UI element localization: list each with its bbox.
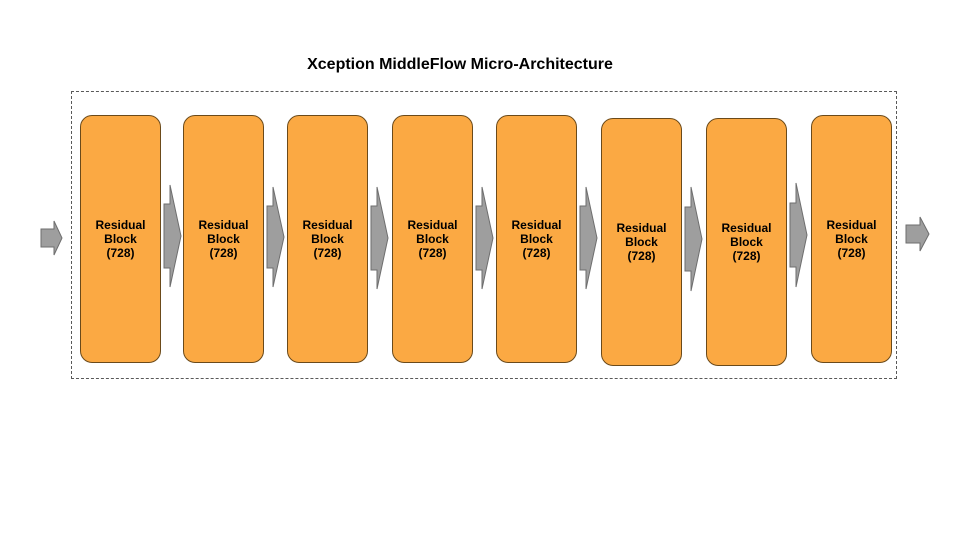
connector-arrow-2 — [266, 186, 285, 288]
block-label-line: Residual — [198, 218, 249, 232]
connector-arrow-6 — [684, 186, 703, 292]
block-label-line: (728) — [627, 249, 656, 263]
block-label-line: Block — [311, 232, 344, 246]
block-label-line: Residual — [302, 218, 353, 232]
block-label-line: (728) — [418, 246, 447, 260]
block-label-line: Residual — [826, 218, 877, 232]
block-label-line: Block — [104, 232, 137, 246]
diagram-title: Xception MiddleFlow Micro-Architecture — [307, 56, 613, 73]
block-label-line: Block — [416, 232, 449, 246]
connector-arrow-4 — [475, 186, 494, 290]
block-label-line: Block — [835, 232, 868, 246]
connector-arrow-1 — [163, 184, 182, 288]
block-label-line: (728) — [522, 246, 551, 260]
block-label-line: Residual — [721, 221, 772, 235]
block-label-line: (728) — [837, 246, 866, 260]
block-label-line: Block — [625, 235, 658, 249]
output-arrow — [905, 216, 930, 252]
block-label-line: Residual — [407, 218, 458, 232]
connector-arrow-7 — [789, 182, 808, 288]
residual-block-3: Residual Block (728) — [287, 115, 368, 363]
block-label-line: Block — [207, 232, 240, 246]
residual-block-6: Residual Block (728) — [601, 118, 682, 366]
residual-block-1: Residual Block (728) — [80, 115, 161, 363]
residual-block-2: Residual Block (728) — [183, 115, 264, 363]
block-label-line: Residual — [95, 218, 146, 232]
block-label-line: (728) — [209, 246, 238, 260]
connector-arrow-5 — [579, 186, 598, 290]
middle-flow-frame — [71, 91, 897, 379]
connector-arrow-3 — [370, 186, 389, 290]
block-label-line: (728) — [732, 249, 761, 263]
block-label-line: Block — [520, 232, 553, 246]
residual-block-4: Residual Block (728) — [392, 115, 473, 363]
block-label-line: (728) — [106, 246, 135, 260]
residual-block-7: Residual Block (728) — [706, 118, 787, 366]
block-label-line: Block — [730, 235, 763, 249]
block-label-line: Residual — [616, 221, 667, 235]
block-label-line: Residual — [511, 218, 562, 232]
residual-block-8: Residual Block (728) — [811, 115, 892, 363]
block-label-line: (728) — [313, 246, 342, 260]
input-arrow — [40, 220, 63, 256]
residual-block-5: Residual Block (728) — [496, 115, 577, 363]
